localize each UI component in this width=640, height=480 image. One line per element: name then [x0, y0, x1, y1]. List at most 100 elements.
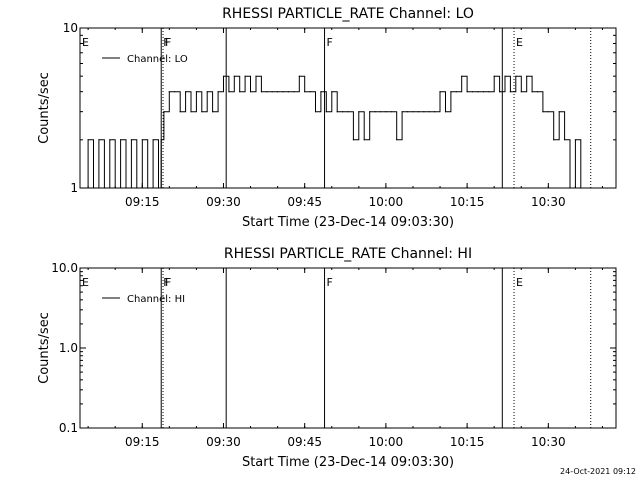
hi-x-tick-label: 10:30 — [531, 435, 566, 449]
lo-data-point — [574, 139, 577, 141]
lo-data-point — [385, 111, 387, 113]
lo-data-point — [369, 111, 371, 113]
lo-data-point — [379, 111, 382, 113]
lo-data-point — [239, 91, 241, 93]
lo-data-point — [255, 75, 257, 77]
lo-data-point — [293, 91, 295, 93]
lo-data-point — [160, 139, 162, 141]
lo-data-point — [504, 75, 506, 77]
hi-y-tick-label: 10.0 — [51, 261, 78, 275]
lo-data-point — [228, 91, 230, 93]
lo-event-marker-label: F — [163, 36, 169, 49]
lo-data-point — [152, 139, 154, 141]
lo-data-point — [266, 91, 268, 93]
lo-event-marker-label: E — [82, 36, 89, 49]
lo-data-point — [466, 91, 468, 93]
lo-data-point — [342, 111, 344, 113]
lo-data-point — [109, 139, 111, 141]
lo-data-point — [352, 139, 354, 141]
lo-data-point — [244, 75, 246, 77]
lo-y-tick-label: 1 — [70, 181, 78, 195]
lo-data-point — [163, 111, 165, 113]
lo-data-point — [482, 91, 484, 93]
lo-data-point — [212, 111, 214, 113]
lo-data-point — [260, 91, 262, 93]
lo-data-point — [168, 91, 170, 93]
lo-data-point — [396, 139, 398, 141]
lo-data-point — [358, 111, 360, 113]
lo-data-point — [347, 111, 349, 113]
lo-data-point — [407, 111, 409, 113]
lo-x-tick-label: 10:15 — [450, 195, 485, 209]
lo-event-marker-label: F — [165, 36, 171, 49]
lo-data-point — [423, 111, 425, 113]
lo-data-point — [249, 91, 252, 93]
hi-chart-title: RHESSI PARTICLE_RATE Channel: HI — [224, 246, 472, 262]
lo-legend-label: Channel: LO — [127, 54, 188, 65]
lo-y-tick-label: 10 — [63, 21, 78, 35]
lo-x-tick-label: 09:30 — [206, 195, 241, 209]
lo-x-tick-label: 10:00 — [369, 195, 404, 209]
lo-series-line — [82, 75, 582, 189]
hi-y-axis-label: Counts/sec — [37, 312, 52, 384]
hi-legend-label: Channel: HI — [127, 294, 185, 305]
lo-data-point — [336, 111, 338, 113]
lo-data-point — [417, 111, 419, 113]
lo-x-tick-label: 09:15 — [125, 195, 160, 209]
lo-data-point — [401, 111, 403, 113]
lo-data-point — [580, 187, 582, 189]
lo-data-point — [331, 91, 333, 93]
lo-data-point — [174, 91, 176, 93]
hi-event-marker-label: E — [82, 276, 89, 289]
lo-x-axis-label: Start Time (23-Dec-14 09:03:30) — [242, 215, 454, 230]
lo-x-tick-label: 09:45 — [287, 195, 322, 209]
lo-data-point — [130, 139, 132, 141]
hi-x-tick-label: 09:45 — [287, 435, 322, 449]
lo-data-point — [526, 75, 528, 77]
lo-data-point — [412, 111, 414, 113]
lo-data-point — [185, 91, 187, 93]
footer-timestamp: 24-Oct-2021 09:12 — [560, 467, 636, 476]
lo-data-point — [493, 75, 495, 77]
lo-data-point — [542, 111, 544, 113]
hi-event-marker-label: F — [327, 276, 333, 289]
hi-x-tick-label: 09:15 — [125, 435, 160, 449]
lo-data-point — [190, 111, 192, 113]
lo-data-point — [298, 75, 300, 77]
hi-channel-panel: RHESSI PARTICLE_RATE Channel: HI Start T… — [37, 246, 617, 470]
hi-x-tick-label: 09:30 — [206, 435, 241, 449]
lo-data-point — [325, 111, 327, 113]
lo-data-point — [217, 91, 219, 93]
lo-data-point — [147, 187, 149, 189]
lo-data-point — [515, 75, 517, 77]
lo-data-point — [201, 111, 203, 113]
lo-data-point — [103, 187, 105, 189]
lo-data-point — [558, 111, 560, 113]
lo-data-point — [304, 91, 306, 93]
lo-data-point — [277, 91, 279, 93]
lo-event-marker-label: F — [327, 36, 333, 49]
lo-data-point — [499, 91, 501, 93]
lo-data-point — [271, 91, 273, 93]
lo-data-point — [564, 139, 566, 141]
lo-data-point — [509, 91, 511, 93]
hi-x-tick-label: 10:00 — [369, 435, 404, 449]
lo-data-point — [461, 75, 463, 77]
lo-data-point — [471, 91, 474, 93]
lo-data-point — [320, 91, 322, 93]
lo-data-point — [531, 91, 533, 93]
lo-data-point — [141, 139, 143, 141]
lo-data-point — [114, 187, 116, 189]
lo-data-point — [520, 91, 522, 93]
lo-y-axis-label: Counts/sec — [37, 72, 52, 144]
lo-data-point — [195, 91, 197, 93]
lo-data-point — [488, 91, 490, 93]
lo-data-point — [477, 91, 479, 93]
lo-data-point — [222, 75, 225, 77]
hi-event-marker-label: E — [516, 276, 523, 289]
lo-data-point — [136, 187, 138, 189]
lo-data-point — [206, 91, 208, 93]
lo-chart-title: RHESSI PARTICLE_RATE Channel: LO — [222, 6, 474, 22]
